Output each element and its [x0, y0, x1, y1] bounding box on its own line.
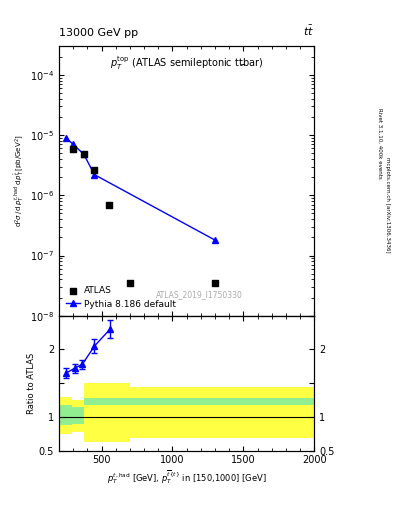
Bar: [130, 387, 314, 438]
Y-axis label: Ratio to ATLAS: Ratio to ATLAS: [27, 353, 36, 414]
Bar: [59, 397, 72, 434]
Bar: [72, 407, 84, 423]
Text: $t\bar{t}$: $t\bar{t}$: [303, 24, 314, 38]
Bar: [72, 400, 84, 432]
Bar: [59, 404, 72, 425]
ATLAS: [127, 279, 133, 287]
Line: Pythia 8.186 default: Pythia 8.186 default: [62, 134, 219, 244]
Text: ATLAS_2019_I1750330: ATLAS_2019_I1750330: [156, 290, 243, 300]
Text: $p_T^{\mathrm{top}}$ (ATLAS semileptonic tt$\bar{}$bar): $p_T^{\mathrm{top}}$ (ATLAS semileptonic…: [110, 54, 263, 72]
Legend: ATLAS, Pythia 8.186 default: ATLAS, Pythia 8.186 default: [63, 283, 179, 311]
ATLAS: [105, 201, 112, 209]
Text: 13000 GeV pp: 13000 GeV pp: [59, 28, 138, 38]
Pythia 8.186 default: [71, 141, 75, 147]
Pythia 8.186 default: [81, 151, 86, 157]
ATLAS: [81, 150, 87, 158]
Y-axis label: $\mathrm{d}^2\sigma\,/\,\mathrm{d}\,p_T^{t,\mathrm{had}}\,\mathrm{d}\,p_T^{\bar{: $\mathrm{d}^2\sigma\,/\,\mathrm{d}\,p_T^…: [13, 135, 27, 227]
Pythia 8.186 default: [213, 237, 217, 243]
Text: mcplots.cern.ch [arXiv:1306.3436]: mcplots.cern.ch [arXiv:1306.3436]: [385, 157, 389, 252]
ATLAS: [91, 166, 97, 175]
Pythia 8.186 default: [64, 135, 68, 141]
ATLAS: [212, 279, 218, 287]
Bar: [130, 398, 314, 406]
X-axis label: $p_T^{t,\mathrm{had}}$ [GeV], $p_T^{\overline{t}\{t\}}$ in [150,1000] [GeV]: $p_T^{t,\mathrm{had}}$ [GeV], $p_T^{\ove…: [107, 468, 266, 486]
Pythia 8.186 default: [92, 172, 97, 178]
Bar: [84, 383, 130, 442]
Text: Rivet 3.1.10, 400k events: Rivet 3.1.10, 400k events: [377, 108, 382, 179]
ATLAS: [70, 145, 76, 154]
Bar: [84, 398, 130, 406]
